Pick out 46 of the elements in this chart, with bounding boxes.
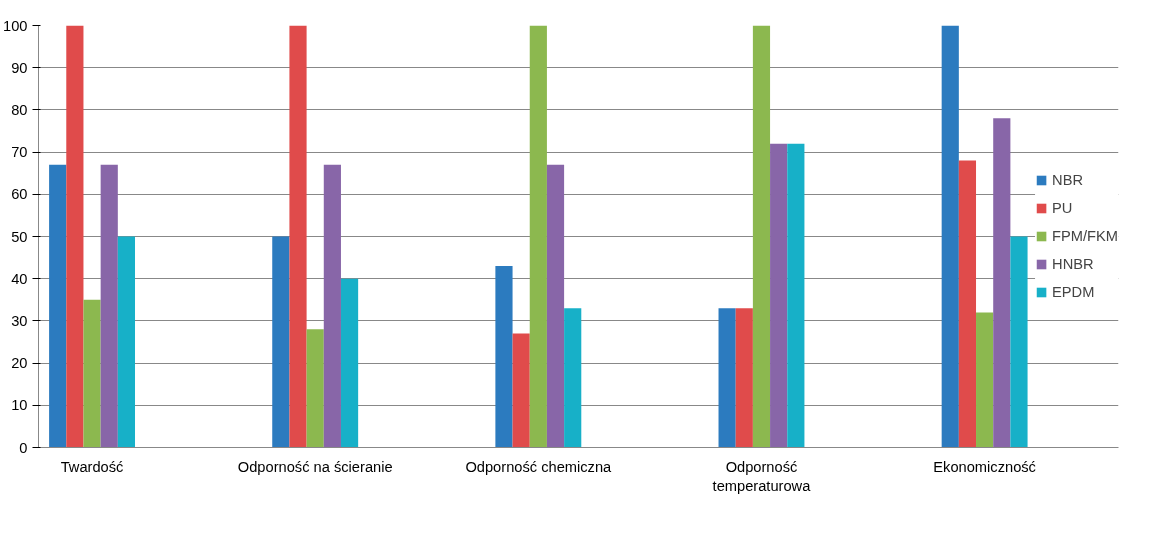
bar — [512, 333, 530, 448]
y-tick-label: 100 — [3, 17, 28, 34]
bar — [564, 308, 582, 448]
legend-label: FPM/FKM — [1052, 228, 1118, 244]
x-tick-label: Odporność na ścieranie — [237, 458, 393, 475]
y-tick-label: 60 — [11, 186, 28, 203]
bar — [529, 25, 547, 448]
legend-label: PU — [1052, 200, 1073, 216]
y-tick-label: 30 — [11, 312, 28, 329]
y-tick-label: 0 — [19, 439, 28, 456]
x-tick-label: Odporność temperaturowa — [712, 458, 812, 494]
bar — [752, 25, 771, 448]
x-tick-label: Twardość — [60, 458, 124, 475]
legend-label: HNBR — [1052, 256, 1094, 272]
bar — [323, 164, 341, 448]
bar — [546, 164, 565, 448]
bar — [272, 236, 290, 448]
bar — [718, 308, 736, 448]
x-tick-label: Ekonomiczność — [933, 458, 1036, 475]
bar — [993, 118, 1011, 448]
bar — [289, 25, 307, 448]
bar — [83, 299, 101, 448]
bar — [66, 25, 84, 448]
bar — [941, 25, 959, 448]
legend-label: NBR — [1052, 172, 1083, 188]
bar — [340, 278, 359, 448]
y-tick-label: 20 — [11, 355, 28, 372]
bar — [770, 143, 788, 448]
bar — [787, 143, 805, 448]
y-tick-label: 90 — [11, 59, 28, 76]
bar — [117, 236, 136, 448]
y-tick-label: 50 — [11, 228, 28, 245]
bar — [976, 312, 994, 448]
y-tick-label: 70 — [11, 144, 28, 161]
bar — [306, 329, 324, 448]
legend-label: EPDM — [1052, 284, 1095, 300]
bar — [1010, 236, 1028, 448]
bar — [49, 164, 67, 448]
bar — [958, 160, 977, 448]
bar — [100, 164, 118, 448]
y-tick-label: 10 — [11, 397, 28, 414]
y-tick-label: 80 — [11, 101, 28, 118]
x-tick-label: Odporność chemiczna — [465, 458, 613, 475]
bar — [495, 266, 513, 448]
bar — [735, 308, 753, 448]
y-tick-label: 40 — [11, 270, 28, 287]
